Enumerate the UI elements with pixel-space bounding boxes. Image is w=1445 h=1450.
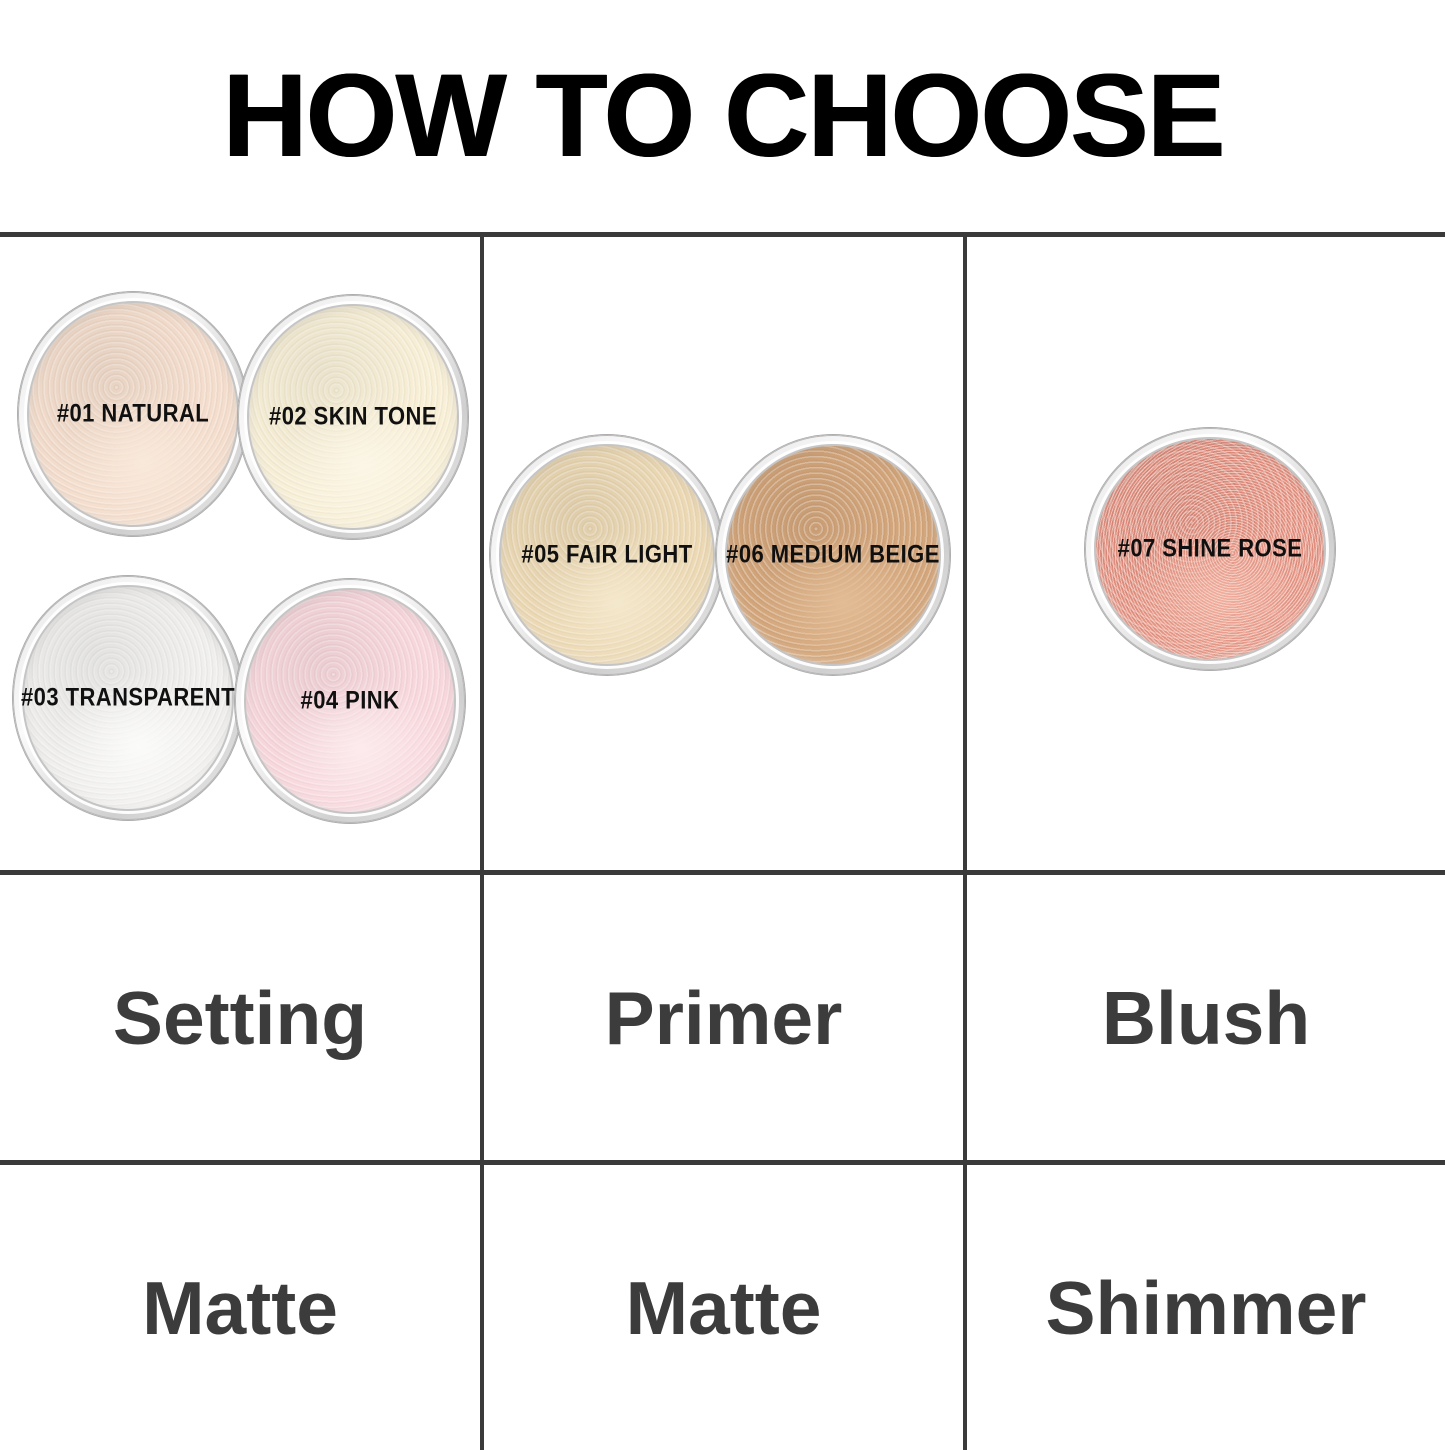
jar-05-fair-light: #05 FAIR LIGHT xyxy=(490,435,724,675)
category-label-setting: Setting xyxy=(112,975,368,1060)
jar-07-shine-rose: #07 SHINE ROSE xyxy=(1085,428,1335,670)
category-cell-blush: Blush xyxy=(967,875,1445,1160)
photo-cell-primer: #05 FAIR LIGHT #06 MEDIUM BEIGE xyxy=(484,237,963,870)
powder-04 xyxy=(246,590,454,812)
jar-label-06: #06 MEDIUM BEIGE xyxy=(726,540,940,569)
category-cell-setting: Setting xyxy=(0,875,480,1160)
photo-cell-setting: #01 NATURAL #02 SKIN TONE #03 TRANSPAREN… xyxy=(0,237,480,870)
jar-label-04: #04 PINK xyxy=(300,686,400,715)
powder-07 xyxy=(1096,439,1324,659)
jar-label-02: #02 SKIN TONE xyxy=(269,402,437,431)
powder-03 xyxy=(24,587,232,809)
powder-05 xyxy=(501,446,713,664)
finish-cell-primer: Matte xyxy=(484,1165,963,1450)
jar-label-05: #05 FAIR LIGHT xyxy=(521,540,693,569)
finish-cell-blush: Shimmer xyxy=(967,1165,1445,1450)
powder-01 xyxy=(29,303,237,525)
jar-01-natural: #01 NATURAL xyxy=(18,292,248,536)
jar-label-07: #07 SHINE ROSE xyxy=(1117,534,1303,563)
jar-04-pink: #04 PINK xyxy=(235,579,465,823)
jar-label-01: #01 NATURAL xyxy=(56,399,210,428)
jar-label-03: #03 TRANSPARENT xyxy=(20,683,236,712)
comparison-table: #01 NATURAL #02 SKIN TONE #03 TRANSPAREN… xyxy=(0,232,1445,1450)
page-title: HOW TO CHOOSE xyxy=(221,50,1225,182)
category-cell-primer: Primer xyxy=(484,875,963,1160)
finish-label-shimmer: Shimmer xyxy=(1045,1265,1367,1350)
finish-cell-setting: Matte xyxy=(0,1165,480,1450)
jar-03-transparent: #03 TRANSPARENT xyxy=(13,576,243,820)
category-label-primer: Primer xyxy=(604,975,843,1060)
photo-cell-blush: #07 SHINE ROSE xyxy=(967,237,1445,870)
powder-06 xyxy=(727,446,939,664)
finish-label-setting: Matte xyxy=(142,1265,338,1350)
category-label-blush: Blush xyxy=(1101,975,1311,1060)
jar-06-medium-beige: #06 MEDIUM BEIGE xyxy=(716,435,950,675)
finish-label-primer: Matte xyxy=(625,1265,822,1350)
powder-02 xyxy=(249,306,457,528)
jar-02-skin-tone: #02 SKIN TONE xyxy=(238,295,468,539)
title-band: HOW TO CHOOSE xyxy=(0,0,1445,232)
